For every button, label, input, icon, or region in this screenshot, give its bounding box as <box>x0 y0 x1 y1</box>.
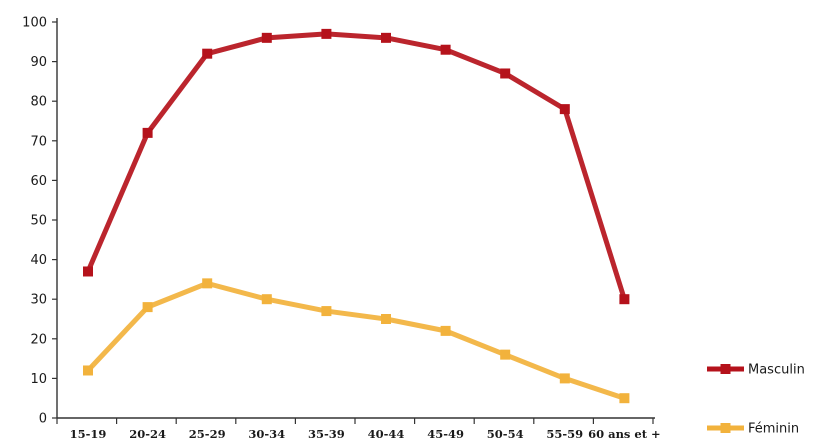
data-point-marker <box>381 32 391 43</box>
legend-marker-swatch <box>720 364 731 374</box>
x-tick-label: 40-44 <box>368 427 405 440</box>
y-tick-label: 60 <box>30 174 47 189</box>
x-tick-label: 30-34 <box>248 427 285 440</box>
data-point-marker <box>440 44 451 55</box>
legend-item-1: Féminin <box>707 422 799 437</box>
legend-marker-swatch <box>720 423 731 433</box>
y-tick-label: 40 <box>30 253 47 268</box>
data-point-marker <box>261 32 272 43</box>
y-tick-label: 80 <box>30 95 47 110</box>
y-tick-label: 20 <box>30 332 47 347</box>
y-tick-label: 70 <box>30 134 47 149</box>
series-lines <box>83 28 630 404</box>
series-line <box>85 280 627 401</box>
data-point-marker <box>83 266 93 277</box>
data-point-marker <box>619 393 630 404</box>
y-tick-label: 90 <box>30 55 47 70</box>
data-point-marker <box>500 349 511 360</box>
data-point-marker <box>500 68 511 79</box>
x-tick-label: 20-24 <box>129 427 166 440</box>
legend-label: Féminin <box>748 422 799 437</box>
series-1 <box>83 278 630 404</box>
legend-label: Masculin <box>748 363 805 378</box>
data-point-marker <box>202 278 213 289</box>
y-tick-label: 10 <box>30 372 47 387</box>
data-point-marker <box>261 294 272 305</box>
data-point-marker <box>559 373 570 384</box>
series-line <box>85 31 627 302</box>
data-point-marker <box>321 28 332 39</box>
legend: Masculin Féminin <box>707 363 805 437</box>
legend-item-0: Masculin <box>707 363 805 378</box>
y-tick-label: 50 <box>30 214 47 229</box>
series-0 <box>83 28 630 305</box>
x-tick-label: 50-54 <box>487 427 524 440</box>
y-tick-label: 100 <box>22 16 47 31</box>
data-point-marker <box>440 325 451 336</box>
data-point-marker <box>381 314 391 324</box>
x-tick-label: 45-49 <box>427 427 464 440</box>
x-tick-label: 25-29 <box>189 427 226 440</box>
data-point-marker <box>321 306 332 317</box>
data-point-marker <box>142 302 153 313</box>
data-point-marker <box>619 294 630 305</box>
x-tick-label: 15-19 <box>70 427 107 440</box>
data-point-marker <box>83 365 93 376</box>
y-tick-label: 0 <box>39 412 47 427</box>
data-point-marker <box>559 104 570 115</box>
y-tick-label: 30 <box>30 293 47 308</box>
x-tick-label: 35-39 <box>308 427 345 440</box>
data-point-marker <box>142 127 153 138</box>
x-tick-label: 55-59 <box>546 427 583 440</box>
axes: 0 10 20 30 40 50 60 70 80 90 100 15-19 20-24 25-29 30-… <box>22 16 661 440</box>
data-point-marker <box>202 48 213 59</box>
x-tick-label: 60 ans et + <box>588 427 661 440</box>
